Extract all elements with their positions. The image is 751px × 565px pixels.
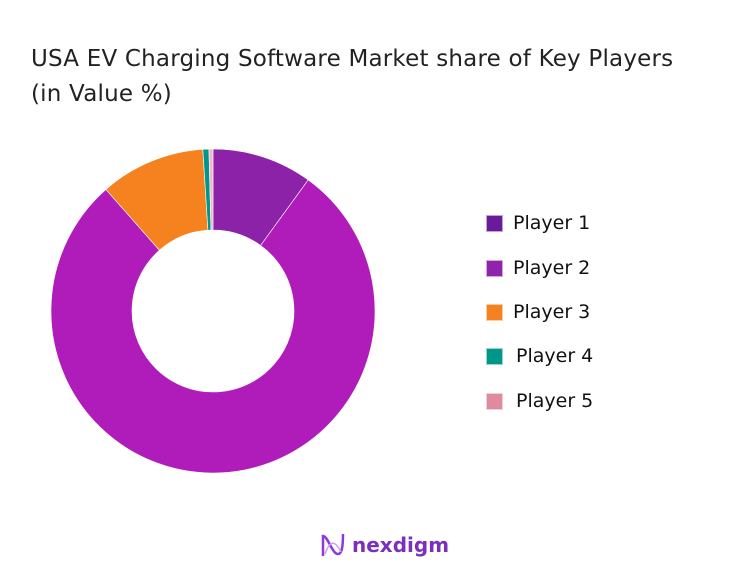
legend-item: Player 5 [486,390,593,412]
slice-player-5 [208,148,214,231]
legend-item: Player 2 [486,257,590,279]
legend-swatch [486,259,503,277]
logo-text: nexdigm [352,533,450,557]
legend-label: Player 5 [516,390,594,412]
legend-swatch [486,214,503,232]
legend-item: Player 1 [486,212,590,234]
nexdigm-logo: nexdigm [320,532,449,558]
legend-label: Player 2 [513,257,591,279]
legend-item: Player 4 [486,345,593,367]
legend-swatch [486,303,503,321]
chart-title: USA EV Charging Software Market share of… [31,46,674,107]
nexdigm-logo-icon [321,533,345,556]
slice-player-2 [50,179,376,474]
legend-swatch [486,392,503,410]
legend-label: Player 1 [513,212,591,234]
legend-item: Player 3 [486,301,590,323]
legend-swatch [486,347,503,365]
legend-label: Player 4 [516,345,594,367]
legend-label: Player 3 [513,301,591,323]
